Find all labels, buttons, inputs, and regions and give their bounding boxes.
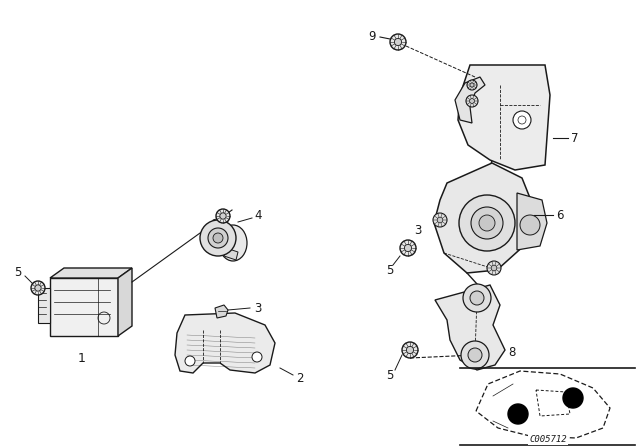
Circle shape xyxy=(466,95,478,107)
Text: 4: 4 xyxy=(254,208,262,221)
Circle shape xyxy=(394,39,402,46)
Circle shape xyxy=(461,341,489,369)
Polygon shape xyxy=(434,163,534,273)
Polygon shape xyxy=(224,248,238,260)
Text: C005712: C005712 xyxy=(529,435,567,444)
Circle shape xyxy=(433,213,447,227)
Polygon shape xyxy=(118,268,132,336)
Text: 3: 3 xyxy=(414,224,422,237)
Circle shape xyxy=(563,388,583,408)
Polygon shape xyxy=(213,216,228,225)
Polygon shape xyxy=(215,305,228,318)
Circle shape xyxy=(467,80,477,90)
Text: 9: 9 xyxy=(368,30,376,43)
Polygon shape xyxy=(455,77,485,123)
Text: 5: 5 xyxy=(387,263,394,276)
Circle shape xyxy=(508,404,528,424)
Polygon shape xyxy=(517,193,547,250)
Circle shape xyxy=(208,228,228,248)
Circle shape xyxy=(487,261,501,275)
Circle shape xyxy=(470,291,484,305)
Polygon shape xyxy=(175,313,275,373)
Circle shape xyxy=(404,245,412,252)
Circle shape xyxy=(513,111,531,129)
Circle shape xyxy=(402,342,418,358)
Text: 1: 1 xyxy=(78,352,86,365)
Text: 5: 5 xyxy=(387,369,394,382)
Circle shape xyxy=(479,215,495,231)
Circle shape xyxy=(470,83,474,87)
Polygon shape xyxy=(38,288,50,323)
Polygon shape xyxy=(458,65,550,170)
Circle shape xyxy=(213,233,223,243)
Polygon shape xyxy=(50,268,132,278)
Ellipse shape xyxy=(219,225,247,261)
Circle shape xyxy=(471,207,503,239)
Circle shape xyxy=(437,217,443,223)
Circle shape xyxy=(520,215,540,235)
Circle shape xyxy=(216,209,230,223)
Polygon shape xyxy=(50,278,118,336)
Circle shape xyxy=(185,356,195,366)
Text: 6: 6 xyxy=(556,208,564,221)
Circle shape xyxy=(252,352,262,362)
Text: 8: 8 xyxy=(508,345,516,358)
Circle shape xyxy=(463,284,491,312)
Circle shape xyxy=(200,220,236,256)
Circle shape xyxy=(220,213,226,219)
Text: 7: 7 xyxy=(572,132,579,145)
Circle shape xyxy=(35,285,41,291)
Circle shape xyxy=(390,34,406,50)
Circle shape xyxy=(492,265,497,271)
Text: 3: 3 xyxy=(254,302,262,314)
Circle shape xyxy=(459,195,515,251)
Circle shape xyxy=(470,99,474,103)
Text: 2: 2 xyxy=(296,371,304,384)
Text: 5: 5 xyxy=(14,266,22,279)
Polygon shape xyxy=(435,285,505,370)
Circle shape xyxy=(468,348,482,362)
Circle shape xyxy=(406,346,413,353)
Circle shape xyxy=(31,281,45,295)
Circle shape xyxy=(400,240,416,256)
